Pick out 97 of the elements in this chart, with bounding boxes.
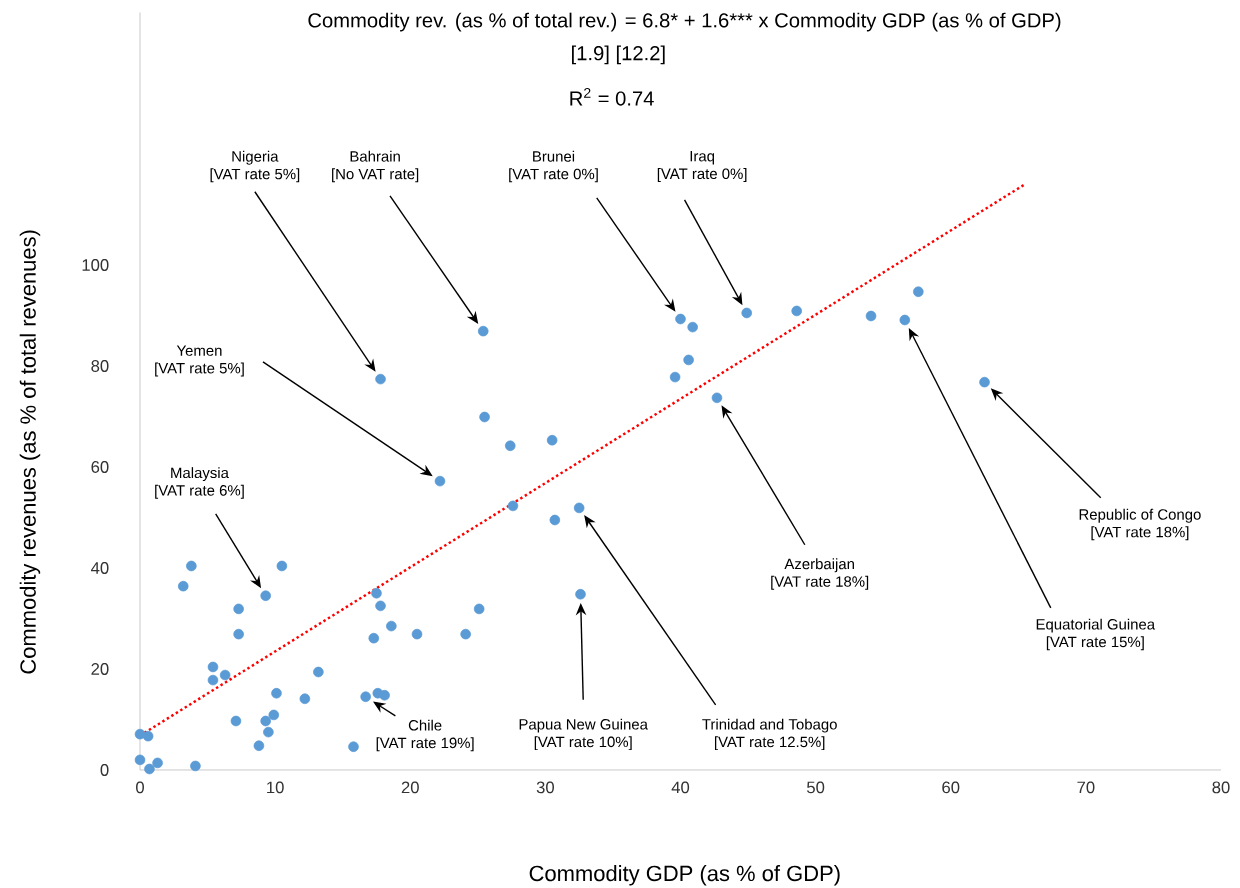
point xyxy=(375,600,386,612)
point xyxy=(260,590,271,602)
point xyxy=(253,740,265,752)
point xyxy=(434,475,446,487)
point xyxy=(379,689,390,701)
annotation: R$^{2}$ = 0.74 xyxy=(570,87,654,106)
point xyxy=(899,314,911,326)
y-tick-label: 40 xyxy=(91,562,109,574)
point xyxy=(791,305,802,317)
point xyxy=(144,763,155,775)
annotation: [VAT rate 5%] xyxy=(210,168,300,183)
x-tick-label: 0 xyxy=(136,781,144,794)
y-tick-label: 60 xyxy=(91,461,109,473)
chart-title: Commodity rev. (as % of total rev.) = 6.8* + 1.6*** x Commodity GDP (as % of GDP) xyxy=(308,12,1061,32)
point xyxy=(386,620,397,632)
annotation: [No VAT rate] xyxy=(332,168,419,183)
x-tick-label: 60 xyxy=(942,781,960,794)
point xyxy=(276,560,288,572)
point xyxy=(473,603,485,615)
point xyxy=(190,760,201,772)
annotation: Azerbaijan xyxy=(784,558,854,573)
point xyxy=(504,440,516,452)
annotation: Republic of Congo xyxy=(1079,508,1201,523)
point xyxy=(913,286,924,298)
point xyxy=(219,669,231,681)
annotation: [VAT rate 15%] xyxy=(1046,636,1144,651)
point xyxy=(152,757,163,769)
point xyxy=(268,709,280,721)
x-tick-label: 10 xyxy=(267,781,284,794)
point xyxy=(207,674,219,686)
x-tick-label: 30 xyxy=(536,781,554,794)
point xyxy=(233,603,244,615)
annotation: Iraq xyxy=(690,151,715,165)
point xyxy=(741,307,752,319)
point xyxy=(313,666,324,678)
point xyxy=(134,754,146,766)
point xyxy=(271,687,282,699)
annotation: Malaysia xyxy=(171,467,229,482)
text: [1.9] [12.2] xyxy=(572,45,665,65)
point xyxy=(865,310,877,322)
x-tick-label: 20 xyxy=(401,781,419,794)
point xyxy=(142,730,154,742)
annotation: Equatorial Guinea xyxy=(1036,618,1156,633)
y-tick-label: 0 xyxy=(100,764,109,776)
y-tick-label: 20 xyxy=(91,663,109,675)
point xyxy=(683,354,694,366)
point xyxy=(360,691,371,703)
point xyxy=(375,373,386,385)
x-tick-label: 50 xyxy=(807,781,825,794)
point xyxy=(711,392,723,404)
point xyxy=(177,580,189,592)
annotation: Papua New Guinea xyxy=(519,718,648,733)
point xyxy=(549,514,561,526)
point xyxy=(477,325,489,337)
point xyxy=(368,632,380,644)
point xyxy=(348,741,359,753)
point xyxy=(669,371,681,383)
annotation: Bahrain xyxy=(350,150,400,162)
point xyxy=(979,376,990,388)
annotation: [VAT rate 5%] xyxy=(155,362,244,377)
annotation: Chile xyxy=(408,719,442,731)
y-tick-label: 100 xyxy=(82,259,109,271)
x-tick-label: 40 xyxy=(671,781,690,794)
annotation: [VAT rate 19%] xyxy=(376,737,474,752)
annotation: [VAT rate 0%] xyxy=(657,168,747,182)
x-tick-label: 80 xyxy=(1212,781,1230,794)
x-tick-label: 70 xyxy=(1077,781,1095,794)
annotation: [VAT rate 10%] xyxy=(534,736,632,751)
point xyxy=(573,502,585,514)
annotation: [VAT rate 6%] xyxy=(155,484,244,499)
y-axis-title: Commodity revenues (as % of total revenues) xyxy=(19,230,41,674)
point xyxy=(575,588,586,600)
point xyxy=(546,434,558,446)
annotation: [VAT rate 18%] xyxy=(1091,526,1189,541)
point xyxy=(230,715,242,727)
point xyxy=(299,693,311,705)
point xyxy=(507,500,519,512)
point xyxy=(260,715,271,727)
point xyxy=(233,628,244,640)
annotation: Brunei xyxy=(533,150,575,162)
annotation: Trinidad and Tobago xyxy=(702,718,837,733)
point xyxy=(460,628,471,640)
point xyxy=(186,560,197,572)
point xyxy=(371,587,382,599)
point xyxy=(263,726,274,738)
annotation: [VAT rate 12.5%] xyxy=(714,736,825,751)
point xyxy=(207,661,219,673)
point xyxy=(687,321,698,333)
point xyxy=(675,313,686,325)
x-axis-title: Commodity GDP (as % of GDP) xyxy=(529,865,840,886)
annotation: [VAT rate 18%] xyxy=(771,575,869,590)
point xyxy=(411,628,423,640)
annotation: Yemen xyxy=(176,345,222,356)
annotation: Nigeria xyxy=(232,150,279,165)
annotation: [VAT rate 0%] xyxy=(509,168,598,183)
y-tick-label: 80 xyxy=(91,360,109,372)
point xyxy=(479,411,490,423)
